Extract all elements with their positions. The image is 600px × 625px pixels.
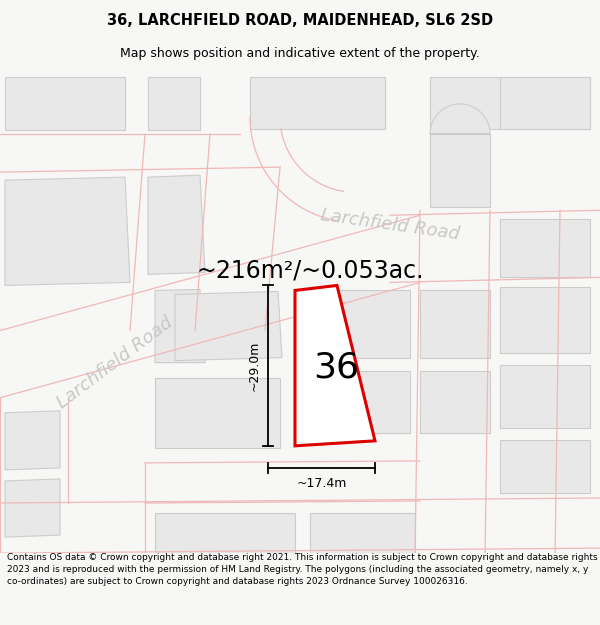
Polygon shape bbox=[5, 177, 130, 286]
Polygon shape bbox=[310, 513, 415, 553]
Polygon shape bbox=[500, 77, 590, 129]
Polygon shape bbox=[295, 286, 375, 446]
Polygon shape bbox=[155, 513, 295, 553]
Polygon shape bbox=[500, 219, 590, 278]
Polygon shape bbox=[420, 291, 490, 357]
Text: Map shows position and indicative extent of the property.: Map shows position and indicative extent… bbox=[120, 48, 480, 61]
Polygon shape bbox=[148, 175, 205, 274]
Polygon shape bbox=[430, 104, 490, 134]
Polygon shape bbox=[148, 77, 200, 130]
Text: 36, LARCHFIELD ROAD, MAIDENHEAD, SL6 2SD: 36, LARCHFIELD ROAD, MAIDENHEAD, SL6 2SD bbox=[107, 12, 493, 28]
Polygon shape bbox=[500, 364, 590, 428]
Polygon shape bbox=[500, 288, 590, 352]
Polygon shape bbox=[5, 479, 60, 537]
Text: Larchfield Road: Larchfield Road bbox=[319, 207, 461, 244]
Polygon shape bbox=[310, 291, 410, 357]
Text: Contains OS data © Crown copyright and database right 2021. This information is : Contains OS data © Crown copyright and d… bbox=[7, 553, 598, 586]
Polygon shape bbox=[5, 411, 60, 470]
Text: ~17.4m: ~17.4m bbox=[296, 478, 347, 491]
Polygon shape bbox=[430, 77, 590, 129]
Polygon shape bbox=[420, 371, 490, 432]
Polygon shape bbox=[310, 371, 410, 432]
Text: ~29.0m: ~29.0m bbox=[248, 341, 260, 391]
Polygon shape bbox=[500, 440, 590, 493]
Polygon shape bbox=[155, 289, 205, 362]
Polygon shape bbox=[5, 77, 125, 130]
Polygon shape bbox=[175, 291, 282, 361]
Polygon shape bbox=[155, 378, 280, 448]
Text: 36: 36 bbox=[313, 351, 359, 384]
Polygon shape bbox=[250, 77, 385, 129]
Polygon shape bbox=[430, 134, 490, 208]
Text: ~216m²/~0.053ac.: ~216m²/~0.053ac. bbox=[196, 258, 424, 282]
Text: Larchfield Road: Larchfield Road bbox=[53, 313, 176, 412]
